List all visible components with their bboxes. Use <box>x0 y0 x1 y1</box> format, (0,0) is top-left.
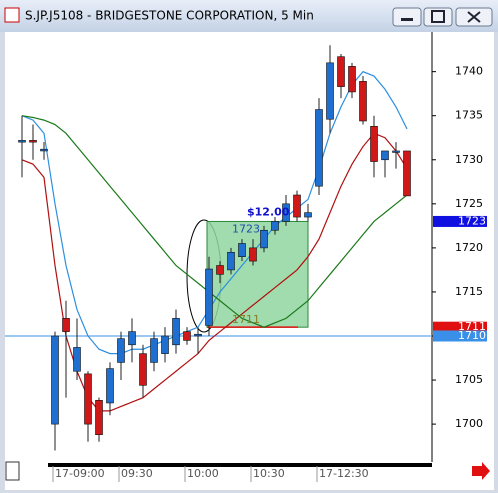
y-axis-area <box>432 32 494 462</box>
y-tick-label: 1715 <box>455 285 483 298</box>
candle-body <box>161 335 169 354</box>
candle-body <box>271 221 279 231</box>
candle-body <box>194 333 202 337</box>
candle-body <box>62 318 70 332</box>
price-marker <box>433 321 487 333</box>
candle-body <box>117 338 125 363</box>
candle-body <box>183 331 191 341</box>
y-tick-label: 1735 <box>455 109 483 122</box>
price-marker <box>433 330 487 342</box>
price-marker-label: 1711 <box>458 320 486 333</box>
y-tick-label: 1730 <box>455 153 483 166</box>
candle-body <box>139 353 147 386</box>
x-tick-label: 09:30 <box>121 467 153 480</box>
gain-label: $12.00 <box>247 205 290 218</box>
x-tick-label: 17-09:00 <box>55 467 105 480</box>
moving-average <box>21 115 408 328</box>
candle-body <box>249 247 257 262</box>
minimize-icon <box>401 18 413 21</box>
y-tick-label: 1700 <box>455 417 483 430</box>
y-tick-label: 1740 <box>455 65 483 78</box>
candle-body <box>18 140 26 143</box>
profit-box <box>206 220 309 328</box>
candle-body <box>106 368 114 404</box>
chart-title: S.JP.J5108 - BRIDGESTONE CORPORATION, 5 … <box>25 9 314 23</box>
candle-body <box>172 318 180 346</box>
scroll-box[interactable] <box>5 461 20 481</box>
box-high-label: 1723 <box>232 222 260 235</box>
candle-body <box>260 229 268 249</box>
candle-body <box>95 400 103 435</box>
app-icon <box>4 7 20 23</box>
close-icon <box>467 11 481 23</box>
candle-body <box>216 265 224 275</box>
x-axis-bar <box>48 463 432 467</box>
price-marker-label: 1710 <box>458 329 486 342</box>
box-low-label: 1711 <box>232 313 260 326</box>
candle-body <box>403 150 411 197</box>
price-marker <box>433 215 487 227</box>
y-tick-label: 1705 <box>455 373 483 386</box>
candle-body <box>51 335 59 425</box>
candle-body <box>392 150 400 153</box>
minimize-button[interactable] <box>392 7 422 27</box>
candle-body <box>370 125 378 162</box>
candle-body <box>282 203 290 222</box>
candle-body <box>29 140 37 143</box>
candle-body <box>381 150 389 161</box>
x-tick-label: 10:30 <box>253 467 285 480</box>
candle-body <box>40 148 48 152</box>
candle-body <box>205 268 213 326</box>
candle-body <box>359 81 367 122</box>
maximize-icon <box>431 10 445 23</box>
candle-body <box>128 331 136 346</box>
scroll-arrow[interactable] <box>472 462 490 480</box>
candle-body <box>150 338 158 363</box>
candle-body <box>315 109 323 187</box>
candle-body <box>326 62 334 120</box>
x-tick-label: 10:00 <box>187 467 219 480</box>
candle-body <box>293 194 301 218</box>
candle-body <box>304 212 312 218</box>
candle-body <box>348 66 356 93</box>
candle-body <box>84 373 92 425</box>
candle-body <box>73 347 81 372</box>
candle-body <box>227 251 235 271</box>
x-tick-label: 17-12:30 <box>319 467 369 480</box>
moving-average <box>21 70 408 355</box>
candle-body <box>238 243 246 257</box>
y-tick-label: 1720 <box>455 241 483 254</box>
price-marker-label: 1723 <box>458 214 486 227</box>
y-tick-label: 1725 <box>455 197 483 210</box>
candle-body <box>337 56 345 87</box>
